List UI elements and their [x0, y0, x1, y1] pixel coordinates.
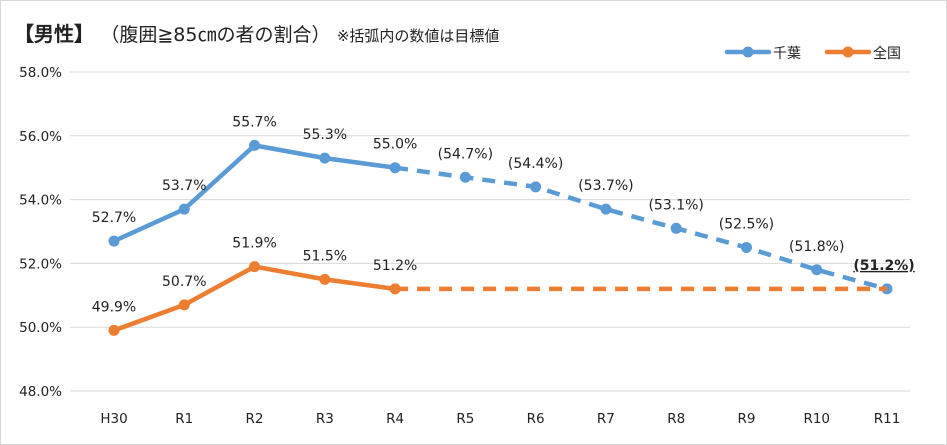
data-point	[108, 235, 120, 247]
data-label: (53.1%)	[648, 197, 703, 213]
series-line	[113, 143, 396, 244]
x-tick-label: H30	[100, 411, 127, 427]
y-tick-label: 50.0%	[19, 320, 62, 336]
data-point	[389, 283, 401, 295]
data-label: 52.7%	[92, 210, 136, 226]
data-label: (53.7%)	[578, 178, 633, 194]
data-point	[108, 324, 120, 336]
data-label: 55.7%	[232, 114, 276, 130]
title-note: ※括弧内の数値は目標値	[336, 27, 500, 45]
data-label: 51.9%	[232, 236, 276, 252]
data-label: (54.7%)	[438, 146, 493, 162]
data-point	[530, 181, 542, 193]
title-subtitle: （腹囲≧85㎝の者の割合）	[100, 24, 331, 46]
x-tick-label: R2	[246, 411, 264, 427]
data-label: 51.5%	[303, 248, 347, 264]
chart-title: 【男性】 （腹囲≧85㎝の者の割合） ※括弧内の数値は目標値	[14, 18, 499, 47]
legend-label: 千葉	[773, 46, 801, 62]
x-tick-label: R9	[737, 411, 755, 427]
data-label: 51.2%	[373, 258, 417, 274]
data-label: 55.0%	[373, 137, 417, 153]
x-tick-label: R8	[667, 411, 685, 427]
legend-marker	[842, 46, 854, 58]
data-point	[670, 222, 682, 234]
legend-label: 全国	[873, 45, 901, 62]
y-tick-label: 52.0%	[19, 256, 62, 272]
data-point	[459, 171, 471, 183]
y-tick-label: 48.0%	[19, 384, 62, 400]
x-tick-label: R1	[175, 411, 193, 427]
x-tick-label: R11	[874, 411, 901, 427]
x-tick-label: R6	[527, 411, 545, 427]
data-label: (52.5%)	[719, 216, 774, 232]
x-tick-label: R5	[456, 411, 474, 427]
data-point	[740, 241, 752, 253]
data-point	[249, 261, 261, 273]
legend-marker	[742, 46, 754, 58]
series-dashed-line	[394, 165, 888, 292]
data-point	[600, 203, 612, 215]
series-line	[113, 264, 396, 333]
title-main: 【男性】	[14, 22, 94, 46]
data-point	[811, 264, 823, 276]
x-tick-label: R3	[316, 411, 334, 427]
x-tick-label: R10	[803, 411, 830, 427]
data-label: 49.9%	[92, 299, 136, 315]
data-point	[178, 203, 190, 215]
x-tick-label: R4	[386, 411, 404, 427]
data-point	[389, 162, 401, 174]
y-tick-label: 56.0%	[19, 129, 62, 145]
data-label: 55.3%	[303, 127, 347, 143]
data-label: 53.7%	[162, 178, 206, 194]
data-label: 50.7%	[162, 274, 206, 290]
data-point	[319, 152, 331, 164]
data-label: (54.4%)	[508, 156, 563, 172]
y-tick-label: 54.0%	[19, 193, 62, 209]
data-label: (51.2%)	[853, 258, 914, 274]
data-point	[178, 299, 190, 311]
y-tick-label: 58.0%	[19, 65, 62, 81]
data-label: (51.8%)	[789, 239, 844, 255]
x-tick-label: R7	[597, 411, 615, 427]
data-point	[249, 139, 261, 151]
data-point	[319, 273, 331, 285]
